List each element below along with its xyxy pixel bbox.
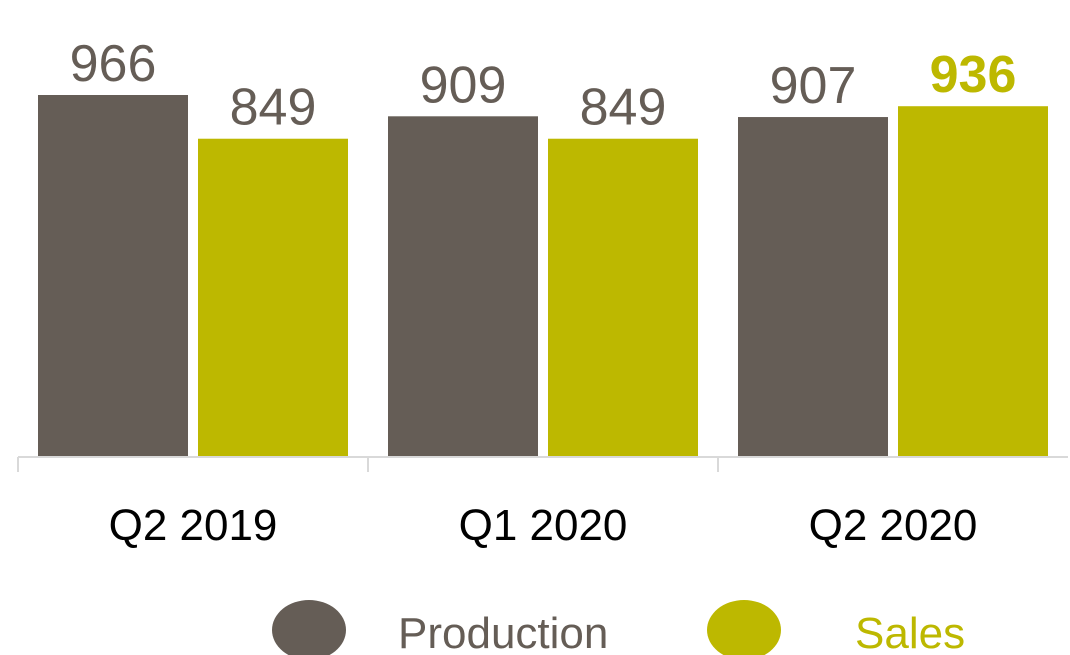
data-label-sales-q2-2020: 936 xyxy=(930,46,1017,104)
bar-production-q2-2019 xyxy=(38,95,188,456)
data-label-production-q2-2019: 966 xyxy=(70,35,157,93)
x-axis: Q2 2019 Q1 2020 Q2 2020 xyxy=(17,456,1068,550)
bar-sales-q1-2020 xyxy=(548,138,698,456)
bar-sales-q2-2019 xyxy=(198,138,348,456)
data-labels-layer: 966 849 909 849 907 936 xyxy=(70,35,1017,137)
x-tick-label-q1-2020: Q1 2020 xyxy=(459,501,628,550)
data-label-sales-q1-2020: 849 xyxy=(580,79,667,137)
legend-label-production: Production xyxy=(398,609,608,655)
bars-layer xyxy=(38,95,1048,457)
bar-production-q2-2020 xyxy=(738,117,888,457)
legend-marker-production xyxy=(272,600,346,655)
data-label-production-q2-2020: 907 xyxy=(770,57,857,115)
bar-sales-q2-2020 xyxy=(898,106,1048,456)
legend-label-sales: Sales xyxy=(855,609,965,655)
data-label-production-q1-2020: 909 xyxy=(420,56,507,114)
data-label-sales-q2-2019: 849 xyxy=(230,79,317,137)
bar-production-q1-2020 xyxy=(388,116,538,456)
legend: Production Sales xyxy=(272,600,965,655)
x-tick-label-q2-2019: Q2 2019 xyxy=(109,501,278,550)
legend-marker-sales xyxy=(707,600,781,655)
x-tick-label-q2-2020: Q2 2020 xyxy=(809,501,978,550)
